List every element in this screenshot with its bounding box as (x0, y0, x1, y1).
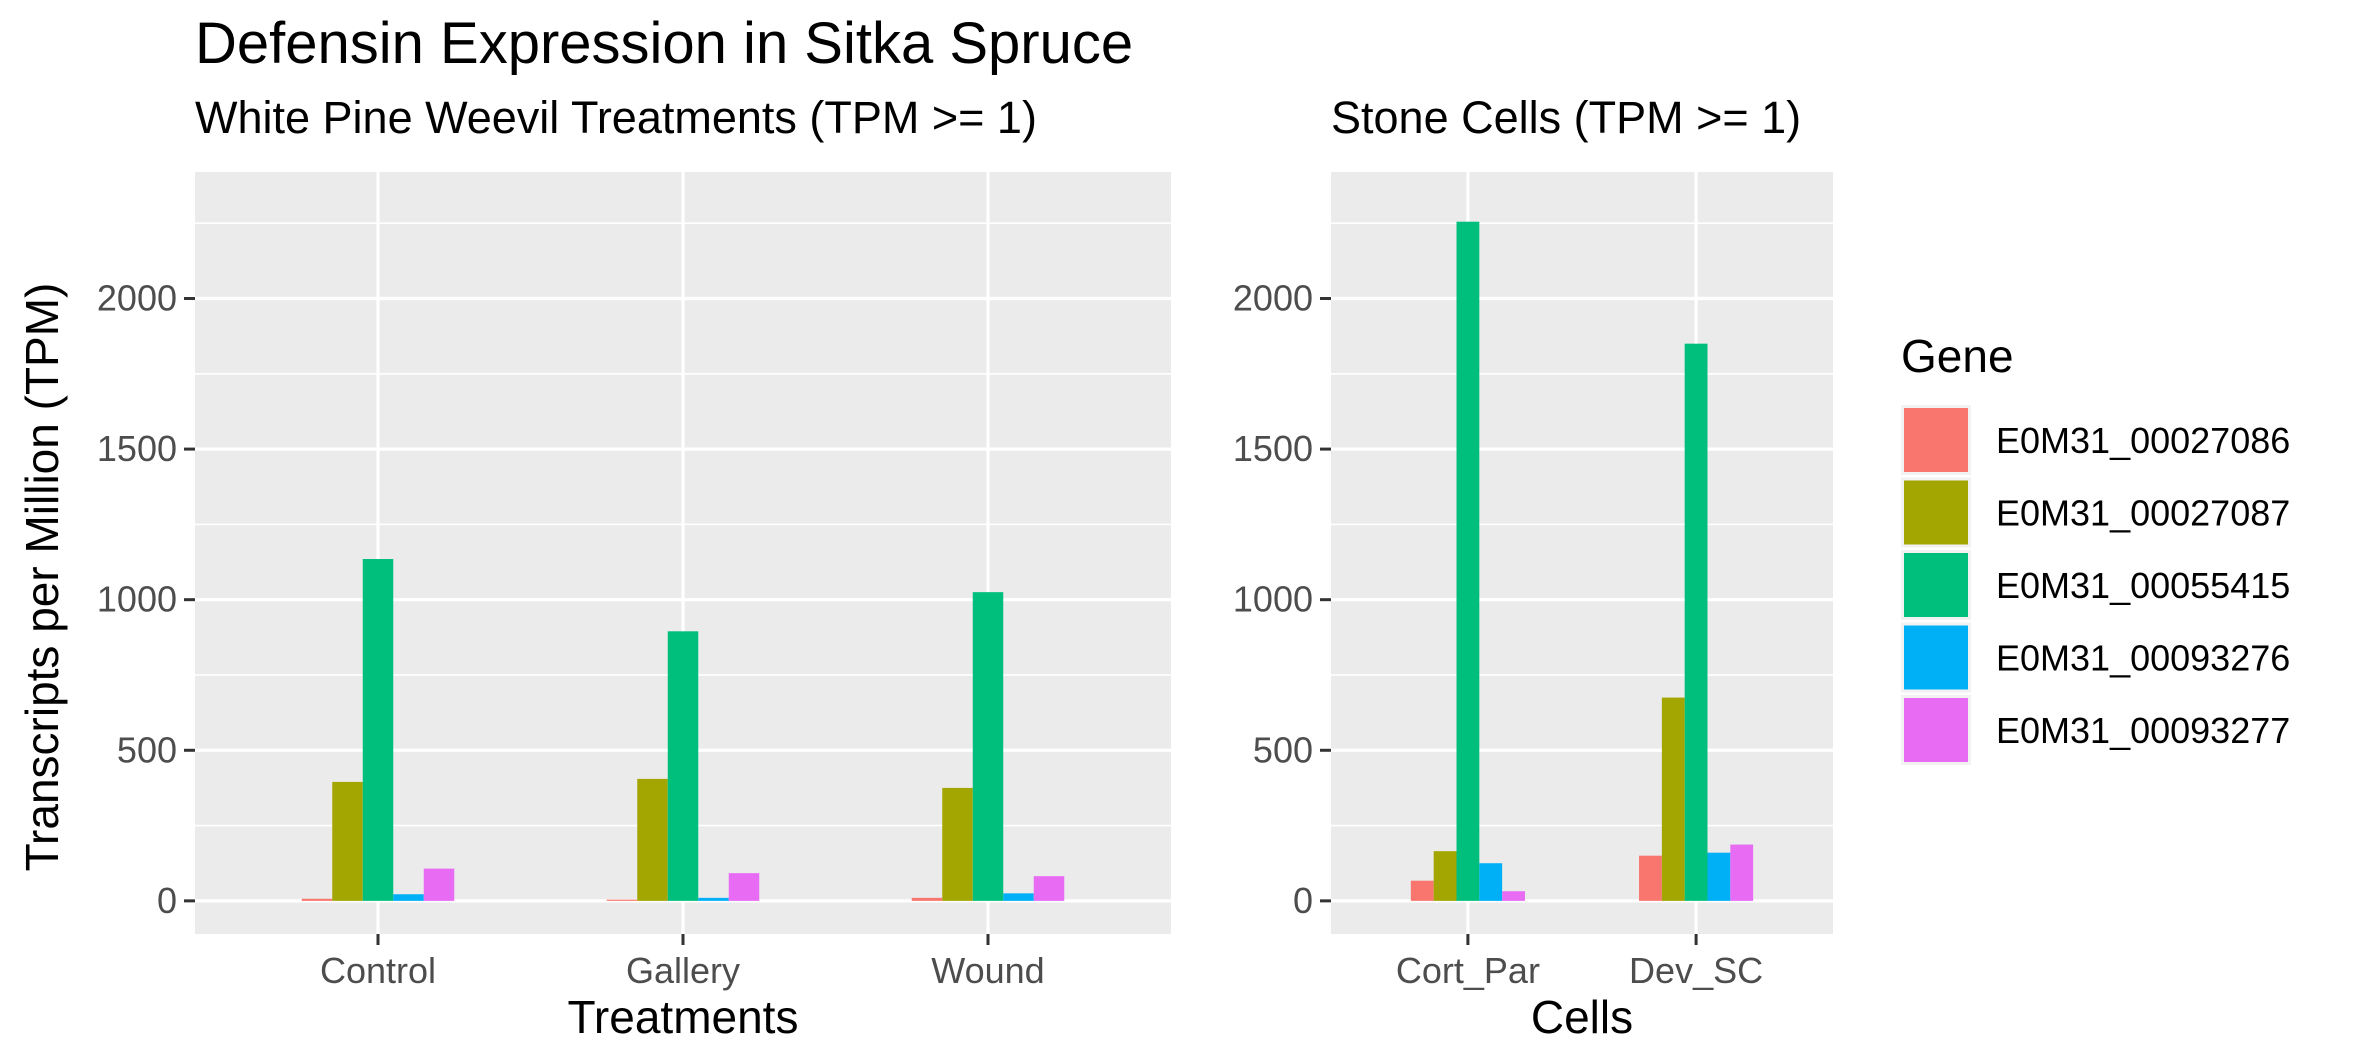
panel-treatments-bar-wound-e0m31-00027087 (942, 787, 973, 901)
panel-treatments-y-tick-label: 2000 (97, 277, 177, 318)
legend: Gene E0M31_00027086 E0M31_00027087 E0M31_0… (1901, 330, 2290, 765)
panel-treatments: White Pine Weevil Treatments (TPM >= 1) … (97, 92, 1171, 1043)
panel-treatments-bar-gallery-e0m31-00055415 (667, 631, 699, 901)
panel-stone-cells: Stone Cells (TPM >= 1) Cells 0 500 1000 150… (1233, 92, 1833, 1043)
panel-treatments-bar-gallery-e0m31-00093276 (698, 897, 729, 901)
panel-stone-cells-bar-dev-sc-e0m31-00093276 (1707, 852, 1731, 901)
legend-label-e0m31-00055415: E0M31_00055415 (1996, 565, 2290, 606)
panel-treatments-bar-control-e0m31-00027086 (301, 898, 333, 901)
chart-title: Defensin Expression in Sitka Spruce (195, 11, 1133, 76)
panel-stone-cells-x-tick-label-dev-sc: Dev_SC (1629, 950, 1763, 991)
panel-treatments-y-tick-label: 1000 (97, 579, 177, 620)
panel-stone-cells-bar-dev-sc-e0m31-00027086 (1639, 855, 1662, 901)
legend-label-e0m31-00093277: E0M31_00093277 (1996, 710, 2290, 751)
panel-treatments-bar-wound-e0m31-00055415 (972, 592, 1004, 901)
panel-treatments-bar-gallery-e0m31-00093277 (728, 873, 760, 901)
panel-treatments-y-tick-label: 0 (157, 880, 177, 921)
panel-stone-cells-y-tick-label: 500 (1253, 729, 1313, 770)
panel-treatments-x-tick-label-control: Control (320, 950, 436, 991)
panel-treatments-bar-control-e0m31-00093276 (393, 894, 424, 901)
panel-stone-cells-x-axis-title: Cells (1531, 991, 1633, 1043)
panel-stone-cells-y-tick-label: 1000 (1233, 579, 1313, 620)
panel-treatments-x-tick-label-wound: Wound (931, 950, 1044, 991)
panel-stone-cells-bar-cort-par-e0m31-00027087 (1433, 851, 1457, 901)
panel-stone-cells-bar-dev-sc-e0m31-00027087 (1661, 697, 1685, 901)
panel-treatments-bar-gallery-e0m31-00027086 (606, 899, 638, 901)
panel-treatments-x-axis-title: Treatments (568, 991, 799, 1043)
panel-treatments-bar-control-e0m31-00027087 (332, 781, 363, 901)
panel-stone-cells-y-tick-label: 1500 (1233, 428, 1313, 469)
panel-treatments-bar-wound-e0m31-00093276 (1003, 893, 1034, 901)
panel-treatments-y-tick-label: 1500 (97, 428, 177, 469)
panel-stone-cells-bar-dev-sc-e0m31-00055415 (1684, 343, 1708, 901)
panel-treatments-y-tick-label: 500 (117, 729, 177, 770)
panel-stone-cells-bar-cort-par-e0m31-00055415 (1456, 221, 1480, 901)
panel-stone-cells-x-tick-label-cort-par: Cort_Par (1396, 950, 1540, 991)
legend-title: Gene (1901, 330, 2014, 382)
panel-stone-cells-background (1331, 172, 1833, 934)
panel-stone-cells-bar-cort-par-e0m31-00027086 (1410, 880, 1434, 901)
panel-treatments-x-tick-label-gallery: Gallery (626, 950, 740, 991)
legend-label-e0m31-00093276: E0M31_00093276 (1996, 638, 2290, 679)
panel-stone-cells-y-tick-label: 2000 (1233, 277, 1313, 318)
panel-treatments-bar-control-e0m31-00093277 (423, 868, 455, 901)
legend-swatch-e0m31-00055415 (1904, 553, 1968, 617)
panel-stone-cells-bar-dev-sc-e0m31-00093277 (1730, 844, 1754, 901)
panel-treatments-bar-wound-e0m31-00093277 (1033, 876, 1065, 901)
panel-stone-cells-y-tick-label: 0 (1293, 880, 1313, 921)
legend-swatch-e0m31-00093276 (1904, 625, 1968, 690)
legend-label-e0m31-00027087: E0M31_00027087 (1996, 493, 2290, 534)
y-axis-title: Transcripts per Million (TPM) (16, 283, 68, 872)
legend-swatch-e0m31-00093277 (1904, 698, 1968, 762)
legend-label-e0m31-00027086: E0M31_00027086 (1996, 420, 2290, 461)
panel-treatments-bar-control-e0m31-00055415 (362, 559, 394, 901)
panel-treatments-bar-wound-e0m31-00027086 (911, 897, 943, 901)
panel-treatments-bar-gallery-e0m31-00027087 (637, 778, 668, 901)
legend-swatch-e0m31-00027087 (1904, 480, 1968, 545)
panel-stone-cells-bar-cort-par-e0m31-00093276 (1479, 863, 1503, 901)
panel-stone-cells-subtitle: Stone Cells (TPM >= 1) (1331, 92, 1801, 143)
panel-stone-cells-bar-cort-par-e0m31-00093277 (1502, 891, 1525, 901)
panel-treatments-subtitle: White Pine Weevil Treatments (TPM >= 1) (195, 92, 1037, 143)
legend-swatch-e0m31-00027086 (1904, 408, 1968, 472)
